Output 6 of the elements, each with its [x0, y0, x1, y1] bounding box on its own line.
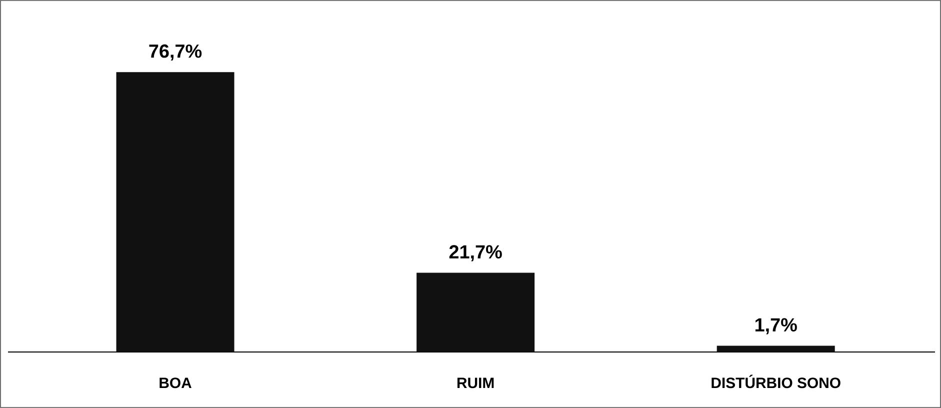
x-tick-label: RUIM — [457, 378, 494, 388]
data-label: 1,7% — [755, 318, 797, 334]
data-label: 21,7% — [449, 245, 502, 262]
data-label: 76,7% — [149, 44, 202, 61]
x-tick-label: BOA — [160, 378, 192, 388]
x-tick-label: DISTÚRBIO SONO — [712, 374, 840, 388]
